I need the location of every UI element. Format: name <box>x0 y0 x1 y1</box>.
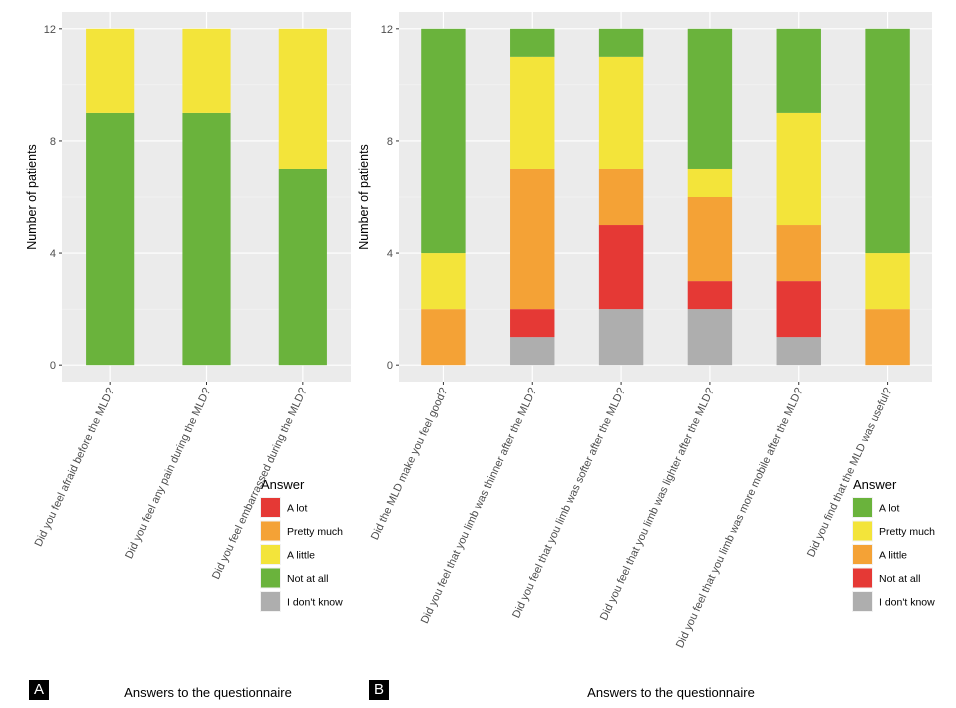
x-axis-title: Answers to the questionnaire <box>587 685 755 700</box>
bar-segment <box>865 28 910 254</box>
legend-label: I don't know <box>287 597 343 609</box>
bar-segment <box>776 28 821 113</box>
legend-label: I don't know <box>879 597 935 609</box>
y-tick-label: 12 <box>44 24 56 36</box>
bar-segment <box>598 309 644 366</box>
bar-segment <box>421 28 466 254</box>
y-tick-label: 8 <box>50 136 56 148</box>
bar-segment <box>865 309 910 366</box>
y-tick-label: 4 <box>387 248 393 260</box>
panel-a-tag: A <box>29 680 49 700</box>
bar-segment <box>687 309 733 366</box>
bar-segment <box>598 28 644 57</box>
bar-segment <box>86 112 135 366</box>
legend-label: A lot <box>287 503 308 515</box>
x-tick-label: Did you feel afraid before the MLD? <box>33 386 117 548</box>
bar-segment <box>687 28 733 169</box>
bar-segment <box>687 168 733 197</box>
legend-label: A little <box>287 550 315 562</box>
bar-segment <box>510 309 555 338</box>
panel-b-tag: B <box>369 680 389 700</box>
bar-segment <box>598 225 644 310</box>
legend-key <box>261 568 280 588</box>
x-tick-label: Did you feel that you limb was softer af… <box>510 386 628 620</box>
bar-segment <box>278 168 327 366</box>
legend-title: Answer <box>853 477 897 492</box>
bar-segment <box>865 253 910 310</box>
y-axis-title: Number of patients <box>25 144 39 250</box>
legend-key <box>261 498 280 517</box>
bar-segment <box>182 28 231 113</box>
legend-label: Pretty much <box>879 526 935 538</box>
y-tick-label: 12 <box>381 24 393 36</box>
bar-segment <box>687 197 733 282</box>
bar-segment <box>776 281 821 338</box>
legend-key <box>853 568 872 588</box>
legend-key <box>261 521 280 541</box>
bar-segment <box>687 281 733 310</box>
legend-label: Pretty much <box>287 526 343 538</box>
legend-key <box>853 592 872 611</box>
legend-key <box>853 545 872 564</box>
y-tick-label: 0 <box>50 360 56 372</box>
x-tick-label: Did you feel that you limb was lighter a… <box>598 386 717 622</box>
bar-segment <box>182 112 231 366</box>
y-tick-label: 4 <box>50 248 56 260</box>
bar-segment <box>421 253 466 310</box>
bar-segment <box>598 56 644 169</box>
bar-segment <box>86 28 135 113</box>
bar-segment <box>421 309 466 366</box>
panel-a: 0 4 8 12 Did you feel afraid before the MLD?… <box>25 12 351 700</box>
legend-label: Not at all <box>879 573 920 585</box>
legend-key <box>853 521 872 541</box>
legend-title: Answer <box>261 477 305 492</box>
bar-segment <box>598 168 644 226</box>
bar-segment <box>776 225 821 282</box>
panel-b: 0 4 8 12 Did the MLD make you feel good? Did … <box>357 12 935 700</box>
x-tick-label: Did the MLD make you feel good? <box>369 386 450 542</box>
x-tick-label: Did you feel any pain during the MLD? <box>123 386 213 561</box>
bar-segment <box>776 337 821 366</box>
bar-segment <box>510 56 555 169</box>
y-tick-label: 8 <box>387 136 393 148</box>
bar-segment <box>510 168 555 310</box>
legend-label: A lot <box>879 503 900 515</box>
y-axis-title: Number of patients <box>357 144 371 250</box>
bar-segment <box>776 112 821 226</box>
bar-segment <box>510 337 555 366</box>
x-axis-title: Answers to the questionnaire <box>124 685 292 700</box>
legend-key <box>853 498 872 517</box>
bar-segment <box>510 28 555 57</box>
bar-segment <box>278 28 327 169</box>
legend-key <box>261 592 280 611</box>
legend-label: A little <box>879 550 907 562</box>
y-tick-label: 0 <box>387 360 393 372</box>
legend-key <box>261 545 280 564</box>
legend-label: Not at all <box>287 573 328 585</box>
